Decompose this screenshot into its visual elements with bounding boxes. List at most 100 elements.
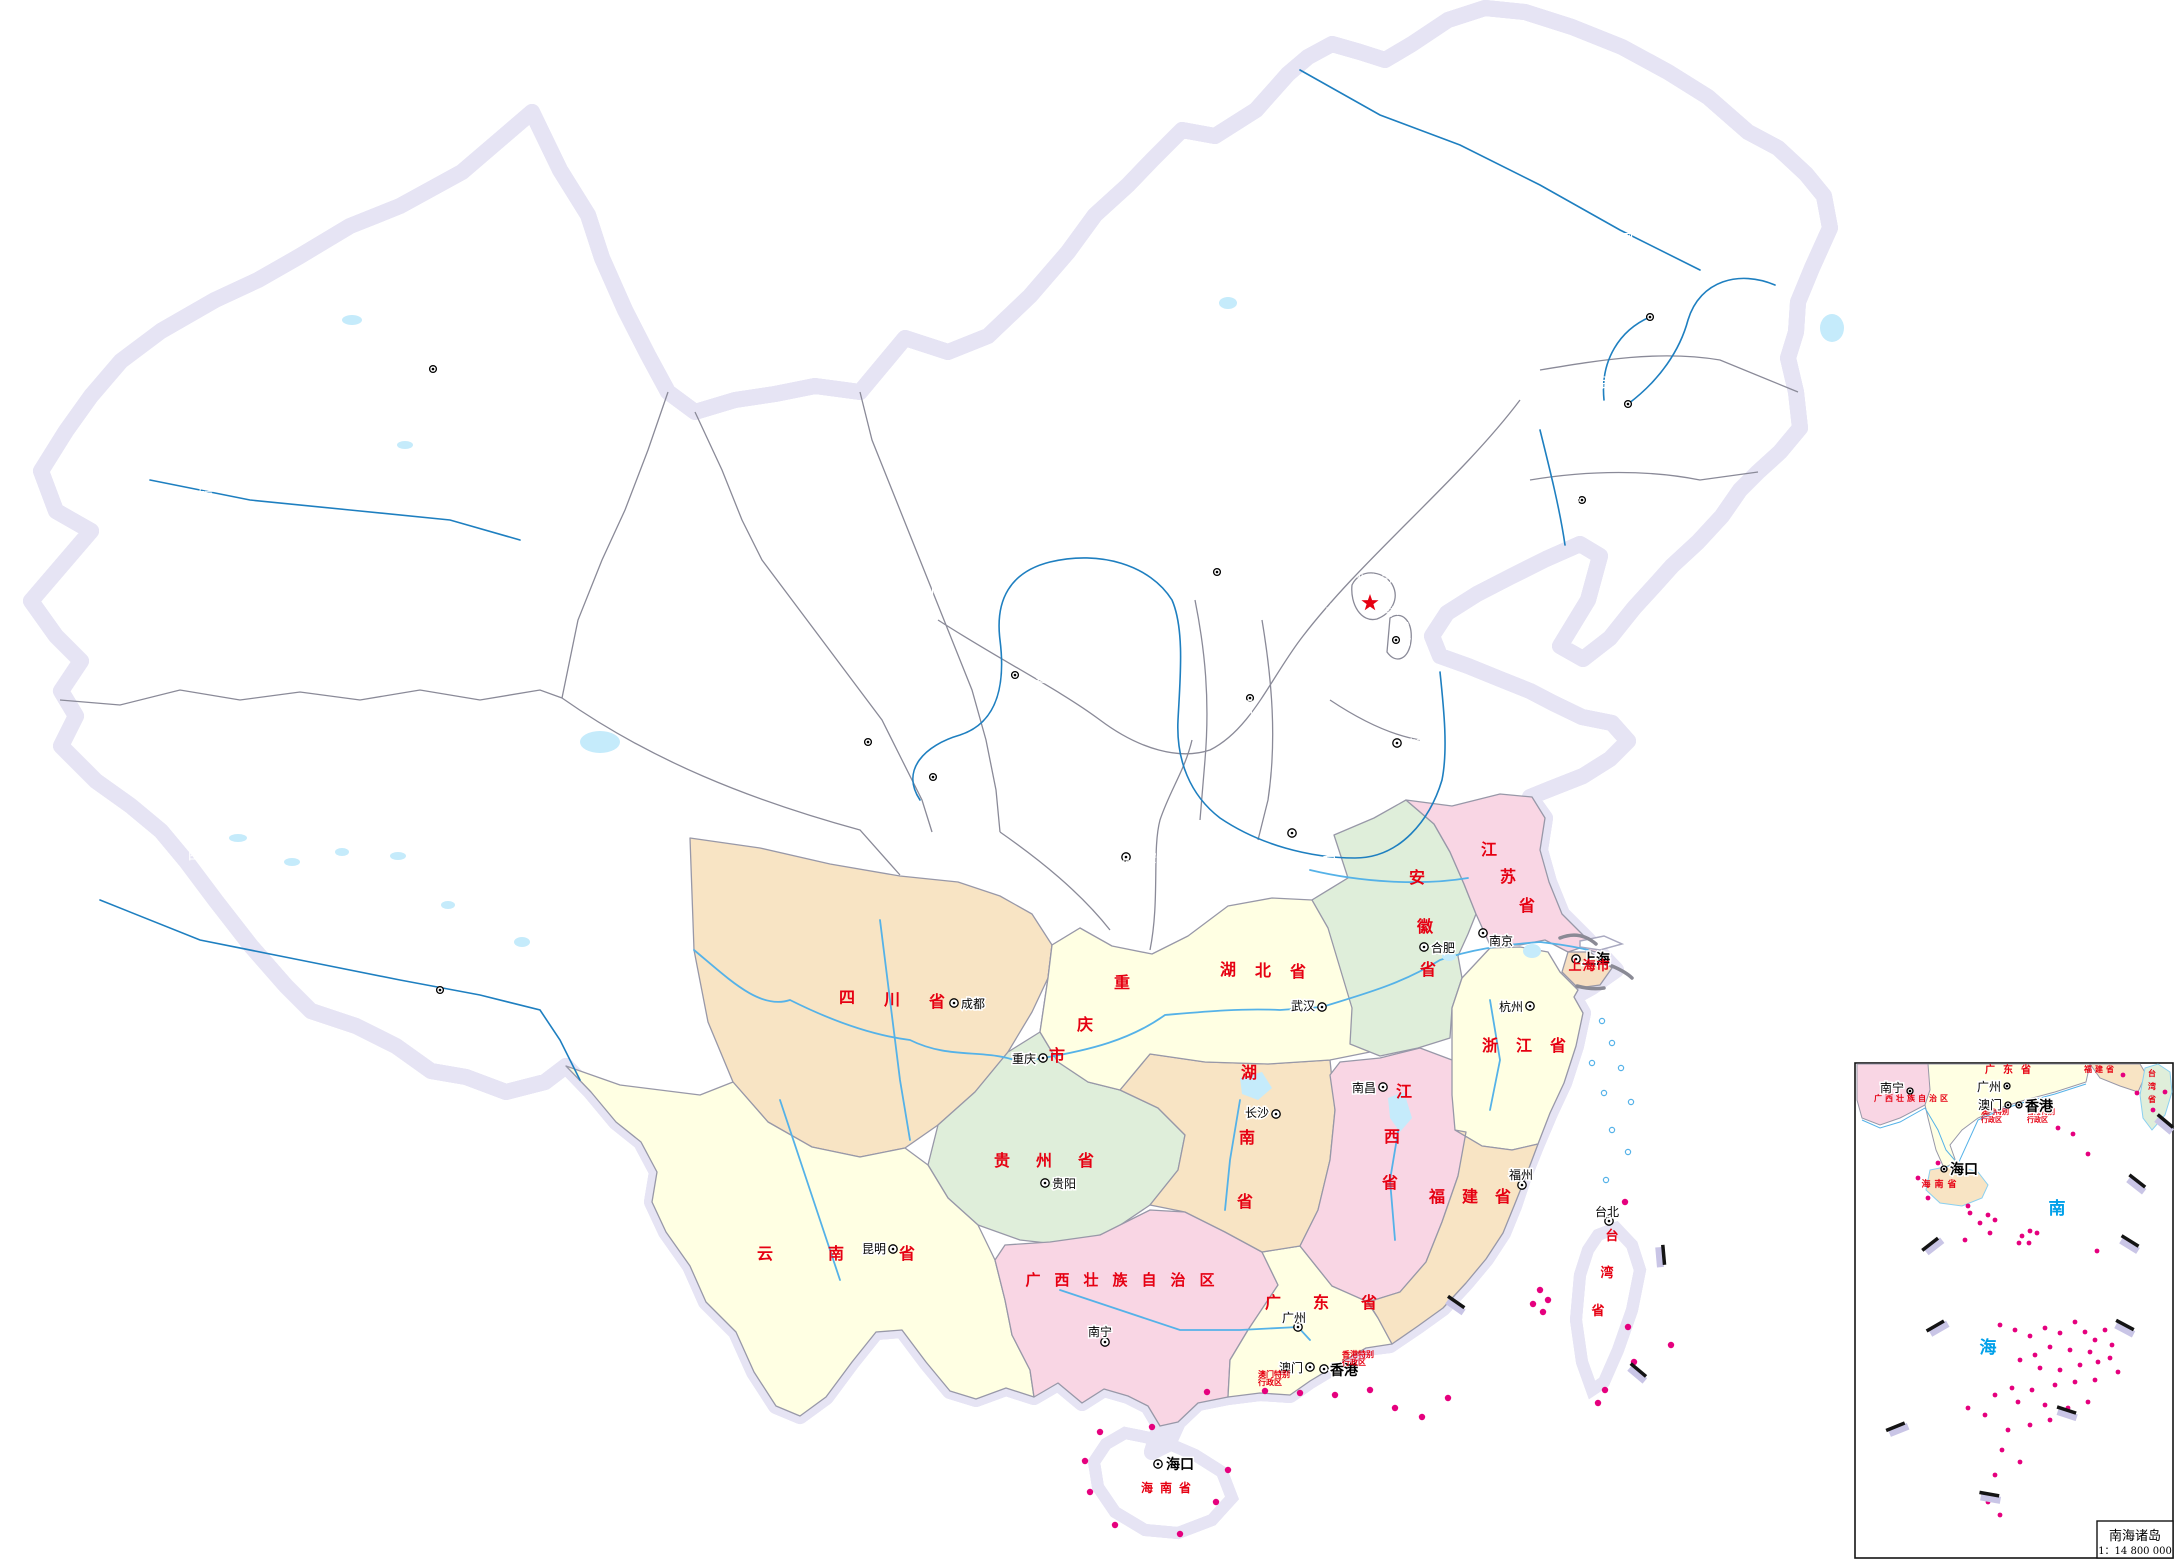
- province-label-shaanxi: 陕: [1140, 713, 1155, 731]
- boundary-dash: [2154, 1113, 2175, 1135]
- city-marker-dot: [1041, 1056, 1045, 1060]
- city-marker-dot: [1320, 1005, 1324, 1009]
- city-marker-dot: [1290, 831, 1294, 835]
- city-marker-dot: [2017, 1103, 2021, 1107]
- province-label-henan: 南: [1271, 848, 1286, 866]
- boundary-dash-shadow: [1928, 1320, 1950, 1337]
- city-label-贵阳: 贵阳: [1052, 1177, 1076, 1191]
- island-dot: [1212, 1498, 1220, 1506]
- city-marker-dot: [1103, 1340, 1107, 1344]
- inset-island-dot: [1997, 1322, 2003, 1328]
- province-label-beijing: 北: [1356, 573, 1367, 586]
- city-label-杭州: 杭州: [1499, 999, 1523, 1014]
- island-dot: [1544, 1296, 1552, 1304]
- inset-title-box: [2096, 1520, 2174, 1559]
- province-label-fujian-inset: 建: [2094, 1064, 2104, 1074]
- province-label-guangdong: 省: [1360, 1293, 1377, 1312]
- inset-island-dot: [2070, 1131, 2076, 1137]
- province-label-chongqing: 市: [1049, 1046, 1065, 1065]
- province-label-guangxi: 族: [1112, 1271, 1128, 1289]
- city-marker-dot: [1942, 1167, 1946, 1171]
- province-label-guizhou: 贵: [994, 1151, 1010, 1170]
- inset-island-dot: [2162, 1089, 2168, 1095]
- city-label-海口: 海口: [1950, 1161, 1978, 1178]
- province-label-qinghai: 省: [759, 751, 774, 769]
- inset-island-dot: [2085, 1399, 2091, 1405]
- province-label-chongqing: 庆: [1076, 1015, 1093, 1034]
- province-label-guangxi: 区: [1199, 1271, 1214, 1289]
- province-label-hebei-mini: 省: [1385, 608, 1393, 618]
- province-label-fujian-inset: 福: [2083, 1064, 2092, 1074]
- boundary-dash-shadow: [2119, 1237, 2140, 1254]
- city-marker-dot: [1422, 945, 1426, 949]
- boundary-dash-shadow: [2126, 1176, 2147, 1195]
- inset-island-dot: [2115, 1369, 2121, 1375]
- inset-island-dot: [2017, 1357, 2023, 1363]
- province-label-heilongjiang: 龙: [1669, 231, 1684, 249]
- province-label-hubei: 北: [1255, 961, 1271, 980]
- inset-island-dot: [1992, 1472, 1998, 1478]
- city-label-澳门: 澳门: [1978, 1097, 2002, 1112]
- sar-label-hongkong-sar: 香港特别: [1341, 1349, 1374, 1359]
- inset-island-dot: [1997, 1512, 2003, 1518]
- north-internal-borders: [59, 355, 1799, 951]
- boundary-dash: [1925, 1319, 1950, 1337]
- province-label-qinghai: 青: [617, 749, 632, 767]
- province-label-guangdong: 广: [1265, 1293, 1281, 1312]
- province-jiangsu: [1405, 793, 1601, 954]
- inset-island-dot: [2095, 1359, 2101, 1365]
- province-label-gansu: 甘: [809, 596, 824, 614]
- province-label-gansu: 肃: [865, 659, 880, 677]
- boundary-dash-shadow: [1888, 1422, 1910, 1437]
- city-marker-dot: [1394, 638, 1398, 642]
- city-marker-dot: [1296, 1325, 1300, 1329]
- sar-label-macau-sar: 澳门特别: [1258, 1369, 1290, 1379]
- city-marker-dot: [1648, 315, 1652, 319]
- province-label-hubei: 省: [1289, 962, 1306, 981]
- province-label-hunan: 南: [1239, 1128, 1255, 1147]
- city-marker-dot: [931, 775, 935, 779]
- boundary-dash: [2119, 1234, 2140, 1254]
- city-marker-dot: [1322, 1367, 1326, 1371]
- islet-ring: [1608, 1039, 1616, 1047]
- inset-island-dot: [1962, 1237, 1968, 1243]
- province-zhejiang: [1451, 946, 1584, 1151]
- province-label-anhui: 省: [1419, 960, 1436, 979]
- city-marker-dot: [1574, 957, 1578, 961]
- inset-coast: [1856, 1063, 2173, 1207]
- estuary-arcs: [1558, 933, 1634, 991]
- inset-island-dot: [2027, 1333, 2033, 1339]
- province-label-heilongjiang: 江: [1719, 231, 1734, 249]
- island-dot: [1148, 1423, 1156, 1431]
- province-label-yunnan: 云: [757, 1244, 773, 1263]
- inset-island-dot: [2012, 1327, 2018, 1333]
- island-dot: [1624, 1323, 1632, 1331]
- province-label-shanxi: 西: [1238, 698, 1253, 716]
- inset-island-dot: [2005, 1427, 2011, 1433]
- boundary-dash-bar: [2156, 1113, 2175, 1129]
- island-dot: [1096, 1428, 1104, 1436]
- city-label-合肥: 合肥: [1431, 940, 1455, 955]
- inset-island-dot: [1999, 1447, 2005, 1453]
- boundary-dash-bar: [1661, 1244, 1667, 1265]
- province-label-guangdong-inset: 广: [1985, 1063, 1995, 1076]
- city-marker-dot: [1908, 1089, 1912, 1093]
- city-marker-dot: [1381, 1085, 1385, 1089]
- island-dot: [1224, 1466, 1232, 1474]
- inset-sea-char: 海: [1980, 1337, 1997, 1358]
- city-label-济南: 济南: [1404, 736, 1428, 751]
- boundary-dash-bar: [1979, 1490, 2000, 1498]
- province-label-jiangsu: 苏: [1500, 867, 1516, 886]
- boundary-dash-bar: [1629, 1362, 1648, 1378]
- province-label-guangxi-inset: 自: [1918, 1093, 1926, 1103]
- province-label-xinjiang: 吾: [290, 483, 305, 501]
- province-label-guangxi-inset: 族: [1907, 1093, 1916, 1103]
- inset-island-dot: [2047, 1417, 2053, 1423]
- province-label-fujian: 建: [1462, 1187, 1478, 1206]
- inset-island-dot: [2055, 1125, 2061, 1131]
- island-dot: [1667, 1341, 1675, 1349]
- province-label-guangdong-inset: 东: [2003, 1063, 2013, 1076]
- inset-island-dot: [2092, 1377, 2098, 1383]
